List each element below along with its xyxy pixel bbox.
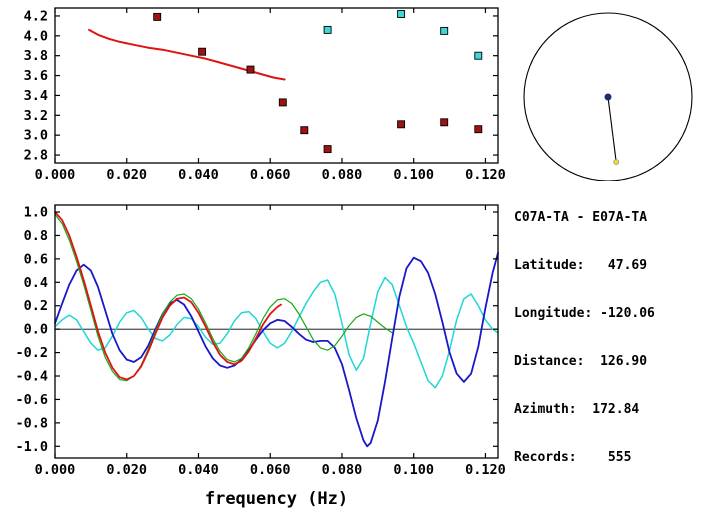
- y-tick-label: -1.0: [15, 439, 48, 455]
- info-line-latitude: Latitude: 47.69: [514, 258, 648, 273]
- waveform-cyan: [54, 276, 499, 389]
- measured-phase-velocity-points-marker: [300, 126, 309, 135]
- azimuth-end-dot: [613, 159, 620, 165]
- measured-phase-velocity-points-marker: [323, 145, 332, 154]
- x-tick-label: 0.080: [322, 167, 363, 183]
- info-line-azimuth: Azimuth: 172.84: [514, 402, 640, 417]
- station-center-dot: [604, 93, 612, 101]
- measured-phase-velocity-points-marker: [440, 118, 449, 127]
- x-tick-label: 0.060: [250, 167, 291, 183]
- y-tick-label: 3.6: [24, 68, 48, 84]
- y-tick-label: -0.4: [15, 369, 48, 385]
- x-tick-label: 0.080: [322, 462, 363, 478]
- x-tick-label: 0.000: [35, 462, 76, 478]
- y-tick-label: -0.2: [15, 345, 48, 361]
- x-tick-label: 0.100: [393, 167, 434, 183]
- waveform-red: [54, 211, 282, 381]
- x-tick-label: 0.000: [35, 167, 76, 183]
- azimuth-line: [607, 96, 617, 163]
- x-tick-label: 0.060: [250, 462, 291, 478]
- info-line-longitude: Longitude: -120.06: [514, 306, 655, 321]
- waveform-panel: 0.000 0.020 0.040 0.060 0.080 0.100 0.120 1.0 0.…: [15, 204, 506, 509]
- y-tick-label: 0.8: [24, 228, 48, 244]
- info-line-distance: Distance: 126.90: [514, 354, 648, 369]
- station-info-panel: C07A-TA - E07A-TA Latitude: 47.69 Longit…: [514, 178, 702, 498]
- alternate-branch-points-marker: [474, 51, 483, 60]
- y-tick-label: 4.0: [24, 28, 48, 44]
- x-tick-label: 0.120: [465, 167, 506, 183]
- station-pair-title: C07A-TA - E07A-TA: [514, 210, 648, 225]
- x-tick-label: 0.020: [106, 462, 147, 478]
- x-tick-label: 0.100: [393, 462, 434, 478]
- y-tick-label: 2.8: [24, 148, 48, 164]
- alternate-branch-points-marker: [397, 10, 406, 18]
- x-tick-label: 0.120: [465, 462, 506, 478]
- measured-phase-velocity-points-marker: [153, 12, 162, 21]
- y-tick-label: 1.0: [24, 205, 48, 221]
- x-axis-label: frequency (Hz): [205, 489, 348, 509]
- y-tick-label: 4.2: [24, 8, 48, 24]
- compass-circle: [523, 12, 693, 181]
- waveform-green: [54, 213, 393, 382]
- y-tick-label: -0.6: [15, 392, 48, 408]
- y-tick-label: 3.8: [24, 48, 48, 64]
- alternate-branch-points-marker: [323, 25, 332, 34]
- y-tick-label: 0.6: [24, 251, 48, 267]
- info-line-records: Records: 555: [514, 450, 632, 465]
- plot-frame: [54, 7, 499, 164]
- measured-phase-velocity-points-marker: [397, 120, 406, 129]
- y-tick-label: 0.4: [24, 275, 48, 291]
- y-tick-label: 0.0: [24, 322, 48, 338]
- azimuth-compass: [523, 12, 693, 181]
- waveform-blue: [54, 252, 499, 448]
- x-tick-label: 0.040: [178, 167, 219, 183]
- alternate-branch-points-marker: [440, 26, 449, 35]
- y-tick-label: 3.2: [24, 108, 48, 124]
- x-tick-label: 0.020: [106, 167, 147, 183]
- measured-phase-velocity-points-marker: [246, 65, 255, 74]
- y-tick-label: 3.0: [24, 128, 48, 144]
- y-tick-label: 3.4: [24, 88, 48, 104]
- dispersion-panel: 0.000 0.020 0.040 0.060 0.080 0.100 0.120 2.8 3.…: [24, 7, 506, 183]
- measured-phase-velocity-points-marker: [198, 47, 207, 56]
- y-tick-label: -0.8: [15, 415, 48, 431]
- measured-phase-velocity-points-marker: [278, 98, 287, 107]
- measured-phase-velocity-points-marker: [474, 125, 483, 134]
- x-tick-label: 0.040: [178, 462, 219, 478]
- y-tick-label: 0.2: [24, 298, 48, 314]
- plot-frame: [54, 204, 499, 459]
- reference-dispersion-curve: [88, 28, 286, 81]
